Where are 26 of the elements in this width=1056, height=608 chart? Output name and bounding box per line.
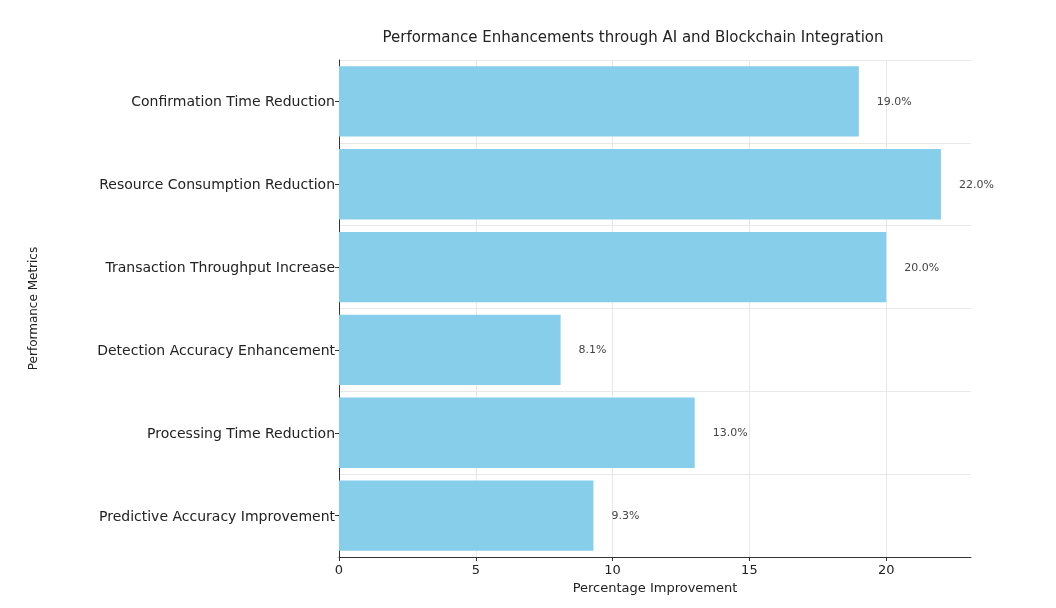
bar [339,149,941,220]
x-tick-label: 20 [877,562,895,577]
y-axis-title: Performance Metrics [26,246,40,371]
bar [339,314,561,386]
bar [339,480,594,551]
y-tick-label: Predictive Accuracy Improvement [98,507,336,524]
bar [339,66,859,137]
y-tick-label: Transaction Throughput Increase [104,259,335,276]
data-label: 20.0% [904,260,940,274]
x-tick-label: 15 [741,562,758,577]
data-label: 19.0% [876,94,912,108]
y-tick-label: Processing Time Reduction [147,424,335,441]
data-label: 8.1% [578,343,607,357]
bar [339,231,887,303]
y-tick-label: Detection Accuracy Enhancement [97,341,336,358]
x-tick-label: 5 [471,562,480,577]
data-label: 22.0% [958,177,994,191]
x-axis-title: Percentage Improvement [572,579,738,595]
data-label: 9.3% [611,509,640,523]
y-tick-label: Confirmation Time Reduction [131,93,335,110]
x-tick-label: 10 [604,562,621,577]
x-tick-label: 0 [334,562,344,577]
data-label: 13.0% [712,426,748,440]
y-tick-label: Resource Consumption Reduction [99,176,335,193]
chart-title: Performance Enhancements through AI and Blockchain Integration [382,27,884,46]
bar [339,397,695,468]
